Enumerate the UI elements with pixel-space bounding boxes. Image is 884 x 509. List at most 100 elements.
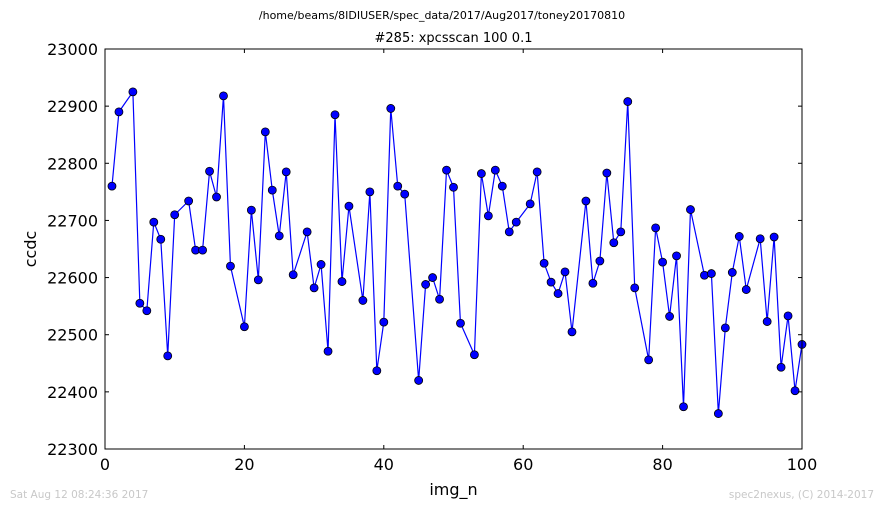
data-point: [442, 165, 451, 175]
series-group: [107, 87, 807, 418]
data-point: [449, 182, 458, 192]
data-point: [302, 227, 312, 237]
data-point: [616, 227, 626, 237]
data-point: [163, 351, 173, 361]
data-point: [337, 277, 347, 286]
data-point: [386, 104, 396, 113]
y-tick-label: 22800: [47, 154, 98, 173]
data-point: [330, 110, 340, 120]
data-point: [212, 192, 221, 202]
data-point: [539, 258, 549, 268]
data-point: [672, 251, 681, 261]
data-point: [630, 283, 640, 293]
y-tick-label: 22600: [47, 269, 98, 288]
plot-area-frame: [104, 48, 803, 450]
data-point: [595, 256, 605, 266]
data-point: [198, 245, 207, 255]
data-point: [623, 97, 633, 106]
data-point: [553, 289, 563, 298]
data-point: [790, 386, 800, 396]
data-point: [490, 165, 500, 175]
data-point: [128, 87, 138, 97]
data-point: [511, 217, 521, 227]
data-point: [344, 201, 354, 211]
data-point: [769, 232, 779, 242]
data-point: [762, 317, 772, 326]
chart-title: #285: xpcsscan 100 0.1: [375, 31, 533, 46]
data-point: [267, 185, 277, 195]
x-axis: 0 20 40 60 80 100: [100, 49, 817, 474]
data-point: [205, 166, 214, 176]
data-point: [260, 127, 270, 137]
y-tick-label: 22700: [47, 211, 98, 230]
data-point: [497, 181, 507, 191]
data-point: [274, 231, 284, 241]
data-point: [288, 270, 298, 280]
data-point: [421, 280, 431, 289]
y-tick-label: 23000: [47, 40, 98, 59]
data-point: [644, 355, 654, 365]
data-point: [679, 402, 688, 412]
data-point: [170, 210, 180, 220]
data-point: [149, 217, 159, 227]
data-point: [184, 196, 194, 206]
data-point: [581, 196, 591, 206]
x-tick-label: 40: [374, 455, 394, 474]
data-point: [456, 318, 465, 328]
data-point: [156, 234, 166, 244]
data-point: [476, 169, 486, 178]
data-point: [414, 376, 424, 385]
data-point: [713, 409, 723, 418]
data-point: [658, 257, 667, 267]
series-line: [111, 90, 803, 414]
data-point: [358, 296, 368, 305]
data-point: [135, 298, 145, 308]
data-point: [372, 366, 382, 376]
data-point: [567, 327, 577, 337]
data-point: [734, 232, 744, 241]
data-point: [316, 260, 326, 269]
x-tick-label: 60: [513, 455, 533, 474]
data-point: [588, 278, 598, 288]
data-point: [142, 306, 152, 316]
y-tick-label: 22900: [47, 97, 98, 116]
data-point: [365, 187, 375, 197]
data-point: [525, 199, 535, 209]
x-tick-label: 20: [234, 455, 254, 474]
y-axis-label: ccdc: [21, 231, 40, 268]
data-point: [435, 294, 444, 304]
data-point: [379, 317, 389, 327]
data-point: [720, 323, 730, 333]
y-axis: 22300 22400 22500 22600 22700 22800 22900 23000: [47, 40, 802, 459]
x-tick-label: 100: [787, 455, 818, 474]
y-tick-label: 22400: [47, 383, 98, 402]
data-point: [219, 91, 228, 101]
data-point: [114, 107, 124, 117]
x-axis-label: img_n: [429, 480, 477, 500]
data-point: [755, 234, 765, 244]
chart-suptitle: /home/beams/8IDIUSER/spec_data/2017/Aug2…: [259, 9, 625, 22]
data-point: [253, 275, 263, 285]
data-point: [107, 181, 117, 191]
y-tick-label: 22500: [47, 326, 98, 345]
data-point: [665, 312, 674, 321]
data-point: [281, 167, 291, 177]
data-point: [727, 268, 737, 277]
data-point: [609, 238, 619, 248]
data-point: [400, 189, 410, 199]
data-point: [393, 181, 403, 191]
data-point: [783, 311, 793, 321]
data-point: [470, 350, 479, 360]
footer-timestamp: Sat Aug 12 08:24:36 2017: [10, 489, 148, 501]
data-point: [239, 322, 249, 332]
footer-credit: spec2nexus, (C) 2014-2017: [729, 489, 874, 501]
data-point: [560, 267, 570, 277]
x-tick-label: 0: [100, 455, 110, 474]
x-tick-label: 80: [652, 455, 672, 474]
data-point: [686, 205, 695, 214]
data-point: [706, 269, 716, 278]
data-point: [602, 168, 612, 178]
data-point: [428, 273, 437, 282]
data-point: [532, 167, 542, 177]
